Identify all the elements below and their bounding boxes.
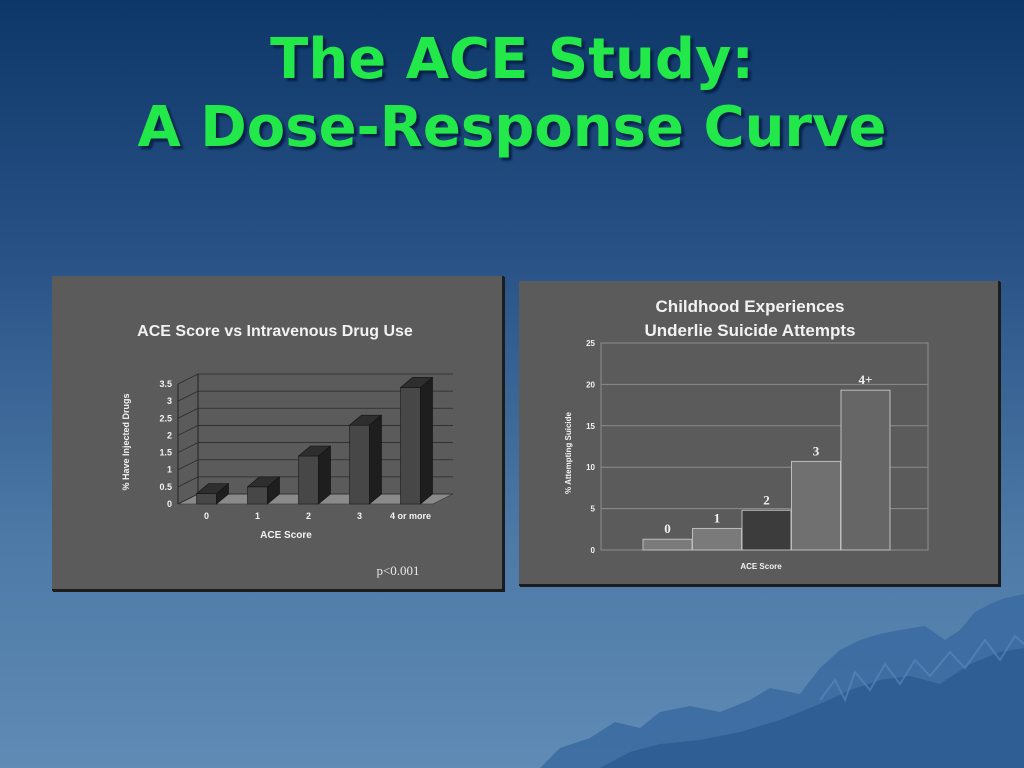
suicide-chart-bar bbox=[741, 509, 792, 551]
drug-chart-y-tick-label: 1.5 bbox=[159, 448, 172, 458]
suicide-chart-y-tick-label: 25 bbox=[586, 339, 595, 348]
drug-chart-gridline bbox=[177, 373, 453, 385]
drug-chart-gridline bbox=[177, 407, 453, 419]
drug-chart-y-tick-label: 2 bbox=[167, 430, 172, 440]
drug-chart-bar bbox=[348, 414, 383, 505]
suicide-chart-y-tick-label: 5 bbox=[591, 505, 596, 514]
suicide-chart-title-line1: Childhood Experiences bbox=[656, 297, 845, 316]
drug-chart-y-tick-label: 0.5 bbox=[159, 482, 172, 492]
suicide-chart-xlabel: ACE Score bbox=[740, 562, 782, 571]
drug-chart-y-tick-label: 0 bbox=[167, 499, 172, 509]
suicide-chart: Childhood Experiences Underlie Suicide A… bbox=[564, 297, 929, 571]
drug-chart-title: ACE Score vs Intravenous Drug Use bbox=[137, 323, 413, 340]
slide-title-line2: A Dose-Response Curve bbox=[137, 95, 887, 160]
suicide-chart-bar-label: 4+ bbox=[859, 372, 873, 387]
drug-chart-bar bbox=[195, 483, 230, 505]
slide-title: The ACE Study: A Dose-Response Curve bbox=[0, 26, 1024, 162]
drug-chart-y-ticks: 0 0.5 1 1.5 2 2.5 3 3.5 bbox=[159, 379, 172, 509]
suicide-chart-bar bbox=[642, 538, 693, 551]
suicide-chart-panel: Childhood Experiences Underlie Suicide A… bbox=[519, 281, 1000, 586]
drug-chart-x-tick-label: 3 bbox=[357, 511, 362, 521]
drug-chart-y-tick-label: 3 bbox=[167, 396, 172, 406]
suicide-chart-bar-label: 2 bbox=[763, 492, 770, 507]
suicide-chart-y-tick-label: 15 bbox=[586, 422, 595, 431]
drug-chart-y-tick-label: 1 bbox=[167, 465, 172, 475]
suicide-chart-y-tick-label: 20 bbox=[586, 380, 595, 389]
drug-chart-ylabel: % Have Injected Drugs bbox=[121, 393, 131, 490]
suicide-chart-y-tick-label: 0 bbox=[591, 546, 596, 555]
suicide-chart-ylabel: % Attempting Suicide bbox=[564, 411, 573, 493]
suicide-chart-bar bbox=[692, 527, 742, 551]
drug-chart-bar bbox=[246, 476, 281, 505]
suicide-chart-title-line2: Underlie Suicide Attempts bbox=[645, 321, 856, 340]
suicide-chart-bar bbox=[840, 389, 891, 551]
drug-chart-x-tick-label: 2 bbox=[306, 511, 311, 521]
drug-chart-y-tick-label: 2.5 bbox=[159, 413, 172, 423]
suicide-chart-bar-label: 1 bbox=[714, 510, 721, 525]
suicide-chart-bar-label: 3 bbox=[813, 443, 820, 458]
suicide-chart-bar-label: 0 bbox=[664, 521, 671, 536]
slide-title-line1: The ACE Study: bbox=[270, 27, 754, 92]
drug-chart-bars bbox=[195, 376, 434, 505]
drug-chart-gridline bbox=[177, 390, 453, 402]
drug-chart-x-tick-label: 1 bbox=[255, 511, 260, 521]
drug-chart-bar bbox=[297, 445, 332, 505]
suicide-chart-y-ticks: 0 5 10 15 20 25 bbox=[586, 339, 595, 555]
suicide-chart-bars: 0 1 2 3 4+ bbox=[642, 372, 891, 551]
drug-use-chart: ACE Score vs Intravenous Drug Use 0 0.5 1 1… bbox=[121, 323, 454, 578]
drug-use-chart-panel: ACE Score vs Intravenous Drug Use 0 0.5 1 1… bbox=[52, 276, 504, 591]
suicide-chart-bar bbox=[791, 460, 841, 551]
drug-chart-bar bbox=[399, 376, 434, 505]
drug-chart-annotation: p<0.001 bbox=[376, 563, 419, 578]
suicide-chart-y-tick-label: 10 bbox=[586, 463, 595, 472]
drug-chart-x-tick-label: 4 or more bbox=[390, 511, 431, 521]
drug-chart-x-ticks: 0 1 2 3 4 or more bbox=[204, 511, 431, 521]
drug-chart-y-tick-label: 3.5 bbox=[159, 379, 172, 389]
drug-chart-xlabel: ACE Score bbox=[260, 530, 312, 541]
drug-chart-x-tick-label: 0 bbox=[204, 511, 209, 521]
